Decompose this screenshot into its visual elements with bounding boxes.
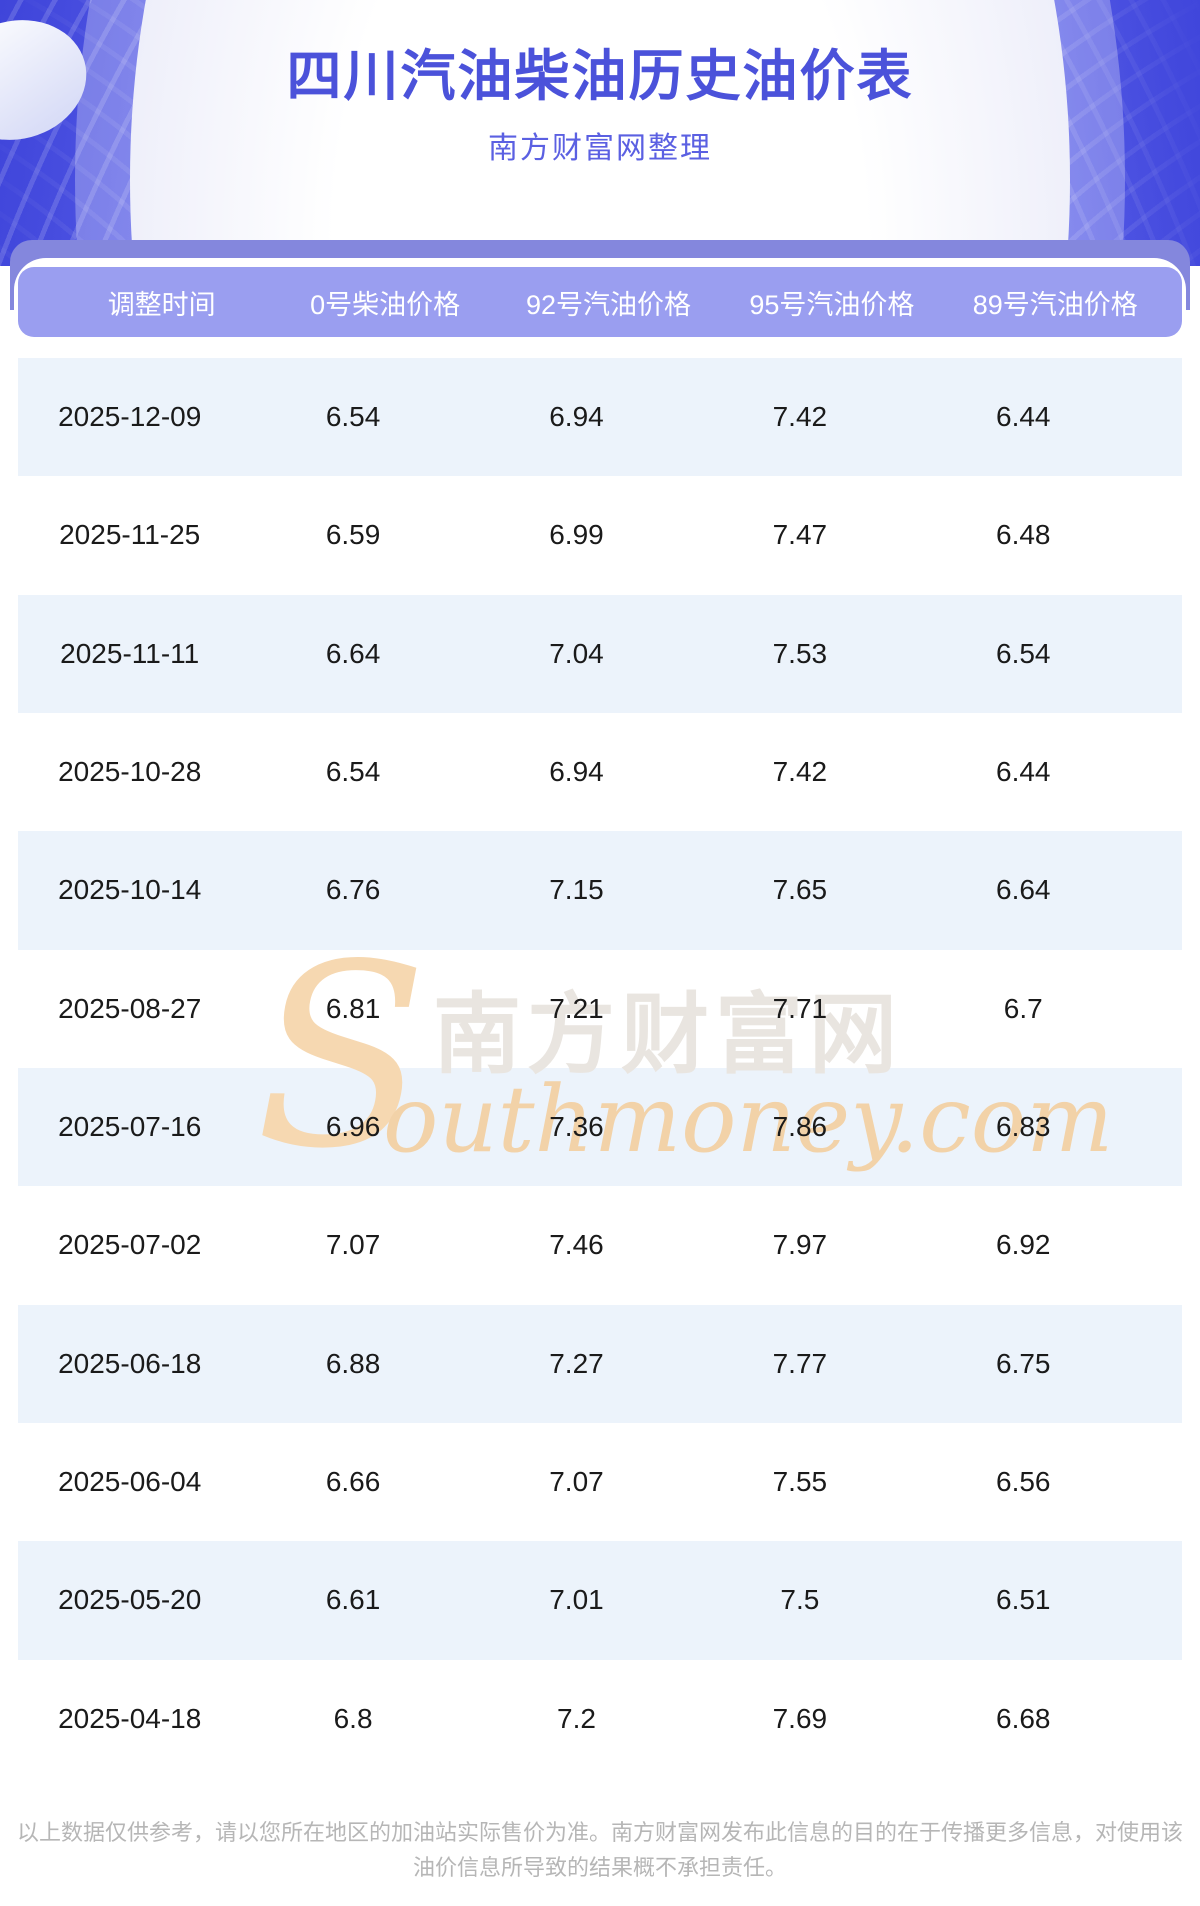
row-date-cell: 2025-10-28 — [58, 756, 202, 788]
row-price-cell: 6.54 — [996, 637, 1051, 669]
row-price-cell: 6.83 — [996, 1111, 1051, 1143]
table-row: 2025-07-02 7.07 7.46 7.97 6.92 — [18, 1186, 1135, 1304]
table-body: 2025-12-09 6.54 6.94 7.42 6.44 2025-11-25 6.59… — [18, 358, 1182, 1778]
row-price-cell: 7.46 — [549, 1229, 604, 1261]
page-subtitle: 南方财富网整理 — [488, 131, 712, 165]
row-price-cell: 7.86 — [772, 1111, 828, 1143]
row-price-cell: 6.44 — [996, 756, 1051, 788]
hero-content: 四川汽油柴油历史油价表 南方财富网整理 — [0, 0, 1200, 167]
table-row: 2025-12-09 6.54 6.94 7.42 6.44 — [18, 358, 1182, 477]
row-price-cell: 7.47 — [772, 519, 828, 551]
row-date-cell: 2025-04-18 — [58, 1702, 202, 1734]
row-price-cell: 6.61 — [325, 1584, 381, 1616]
row-date-cell: 2025-05-20 — [58, 1584, 202, 1616]
row-price-cell: 7.65 — [772, 874, 828, 906]
row-price-cell: 7.97 — [772, 1229, 828, 1261]
row-date-cell: 2025-08-27 — [58, 992, 202, 1024]
table-row: 2025-06-04 6.66 7.07 7.55 6.56 — [18, 1423, 1135, 1541]
row-price-cell: 6.88 — [325, 1347, 381, 1379]
row-date-cell: 2025-06-04 — [58, 1466, 202, 1498]
row-price-cell: 7.21 — [549, 992, 604, 1024]
row-date-cell: 2025-11-11 — [60, 637, 200, 669]
table-row: 2025-07-16 6.96 7.36 7.86 6.83 — [18, 1067, 1182, 1187]
header-cell-date: 调整时间 — [107, 289, 216, 320]
row-price-cell: 7.07 — [325, 1229, 381, 1261]
row-date-cell: 2025-07-16 — [58, 1111, 202, 1143]
row-price-cell: 6.99 — [549, 519, 604, 551]
row-price-cell: 7.77 — [772, 1347, 828, 1379]
footer-disclaimer: 以上数据仅供参考，请以您所在地区的加油站实际售价为准。南方财富网发布此信息的目的… — [16, 1819, 1183, 1880]
header-cell-gas95: 95号汽油价格 — [749, 289, 915, 320]
row-price-cell: 6.64 — [996, 874, 1051, 906]
row-price-cell: 6.75 — [996, 1347, 1051, 1379]
row-price-cell: 6.94 — [549, 756, 604, 788]
row-price-cell: 7.2 — [557, 1702, 596, 1734]
table-row: 2025-10-28 6.54 6.94 7.42 6.44 — [18, 713, 1135, 831]
row-price-cell: 7.15 — [549, 874, 604, 906]
row-price-cell: 7.71 — [772, 992, 828, 1024]
row-price-cell: 7.5 — [780, 1584, 820, 1616]
row-price-cell: 6.68 — [996, 1702, 1051, 1734]
row-price-cell: 6.54 — [325, 756, 381, 788]
table-row: 2025-06-18 6.88 7.27 7.77 6.75 — [18, 1304, 1182, 1423]
row-price-cell: 6.81 — [325, 992, 381, 1024]
row-price-cell: 7.36 — [549, 1111, 604, 1143]
table-header-row: 调整时间 0号柴油价格 92号汽油价格 95号汽油价格 89号汽油价格 — [18, 267, 1182, 337]
header-cell-gas92: 92号汽油价格 — [525, 289, 691, 320]
row-price-cell: 6.59 — [325, 519, 381, 551]
hero-banner: 四川汽油柴油历史油价表 南方财富网整理 — [0, 0, 1200, 266]
table-row: 2025-11-25 6.59 6.99 7.47 6.48 — [18, 476, 1135, 594]
row-price-cell: 7.27 — [549, 1347, 604, 1379]
row-price-cell: 7.04 — [549, 637, 604, 669]
row-price-cell: 7.55 — [772, 1466, 828, 1498]
row-price-cell: 6.8 — [333, 1702, 373, 1734]
row-price-cell: 7.42 — [772, 756, 828, 788]
hero-white-blob — [130, 0, 1070, 266]
table-row: 2025-04-18 6.8 7.2 7.69 6.68 — [18, 1660, 1135, 1778]
row-date-cell: 2025-10-14 — [58, 874, 202, 906]
table-row: 2025-08-27 6.81 7.21 7.71 6.7 — [18, 950, 1135, 1068]
row-price-cell: 7.01 — [549, 1584, 604, 1616]
row-price-cell: 6.64 — [325, 637, 381, 669]
row-price-cell: 6.51 — [996, 1584, 1051, 1616]
row-price-cell: 6.66 — [325, 1466, 381, 1498]
table-card: 调整时间 0号柴油价格 92号汽油价格 95号汽油价格 89号汽油价格 2025… — [14, 258, 1186, 1906]
row-date-cell: 2025-11-25 — [59, 519, 201, 551]
table-row: 2025-11-11 6.64 7.04 7.53 6.54 — [18, 594, 1182, 713]
row-price-cell: 7.42 — [772, 401, 828, 433]
row-price-cell: 6.7 — [1003, 992, 1043, 1024]
row-price-cell: 7.53 — [772, 637, 828, 669]
header-cell-gas89: 89号汽油价格 — [972, 289, 1138, 320]
row-price-cell: 6.48 — [996, 519, 1051, 551]
row-price-cell: 7.69 — [772, 1702, 828, 1734]
row-price-cell: 6.76 — [325, 874, 381, 906]
page-title: 四川汽油柴油历史油价表 — [286, 45, 914, 107]
row-date-cell: 2025-07-02 — [58, 1229, 202, 1261]
table-row: 2025-10-14 6.76 7.15 7.65 6.64 — [18, 831, 1182, 950]
row-price-cell: 6.92 — [996, 1229, 1051, 1261]
row-price-cell: 7.07 — [549, 1466, 604, 1498]
table-row: 2025-05-20 6.61 7.01 7.5 6.51 — [18, 1541, 1182, 1660]
row-date-cell: 2025-12-09 — [58, 401, 202, 433]
row-price-cell: 6.44 — [996, 401, 1051, 433]
row-price-cell: 6.54 — [325, 401, 381, 433]
row-date-cell: 2025-06-18 — [58, 1347, 202, 1379]
header-cell-diesel0: 0号柴油价格 — [310, 289, 461, 320]
row-price-cell: 6.56 — [996, 1466, 1051, 1498]
row-price-cell: 6.96 — [325, 1111, 381, 1143]
row-price-cell: 6.94 — [549, 401, 604, 433]
